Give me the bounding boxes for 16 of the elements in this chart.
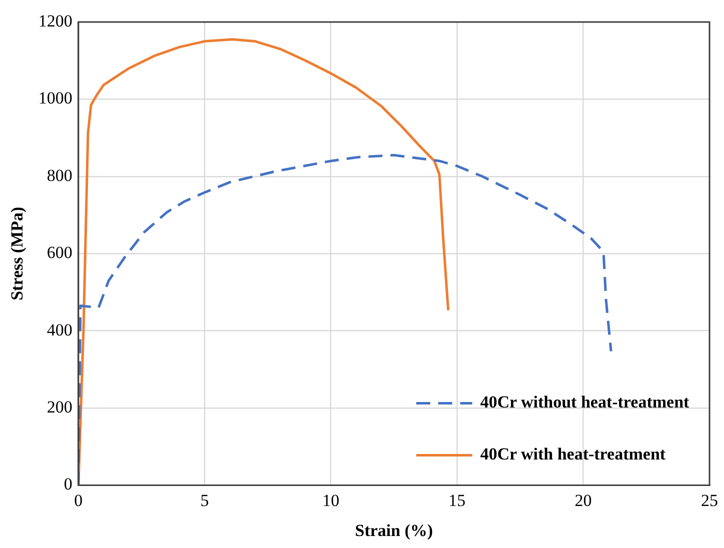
x-tick-label: 10: [322, 490, 340, 510]
y-tick-label: 600: [46, 243, 72, 262]
y-tick-label: 0: [64, 474, 72, 494]
y-tick-label: 800: [46, 166, 72, 185]
legend-label: 40Cr with heat-treatment: [480, 444, 666, 464]
x-tick-label: 5: [200, 490, 209, 510]
legend-label: 40Cr without heat-treatment: [480, 392, 690, 412]
y-axis-title: Stress (MPa): [8, 206, 27, 300]
y-tick-label: 1200: [38, 11, 72, 30]
y-tick-label: 1000: [38, 88, 72, 108]
x-tick-label: 15: [448, 490, 466, 510]
x-tick-label: 20: [574, 490, 592, 510]
x-tick-label: 25: [701, 490, 718, 510]
x-axis-title: Strain (%): [354, 521, 433, 540]
y-tick-label: 400: [46, 320, 72, 340]
y-tick-label: 200: [46, 397, 72, 416]
